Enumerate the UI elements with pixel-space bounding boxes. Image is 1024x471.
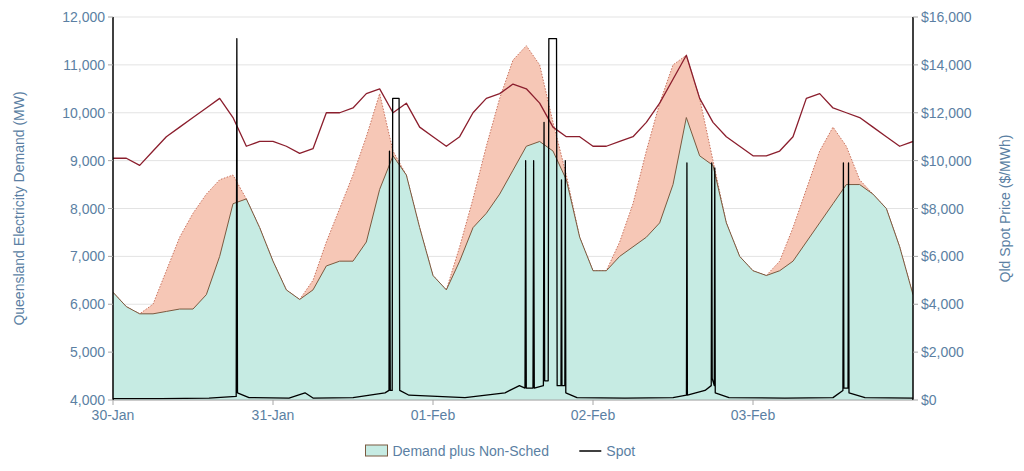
x-tick-label: 02-Feb xyxy=(571,407,616,423)
y2-tick xyxy=(913,160,918,161)
y2-tick xyxy=(913,64,918,65)
legend-label: Spot xyxy=(606,443,635,459)
y-tick xyxy=(108,400,113,401)
x-tick-label: 03-Feb xyxy=(731,407,776,423)
line xyxy=(113,39,913,399)
x-tick xyxy=(113,400,114,405)
y2-tick-label: $14,000 xyxy=(921,57,972,73)
y2-tick xyxy=(913,208,918,209)
y-tick-label: 12,000 xyxy=(62,9,105,25)
area-edge xyxy=(113,118,913,314)
y-tick-label: 7,000 xyxy=(70,248,105,264)
x-tick-label: 01-Feb xyxy=(411,407,456,423)
y-tick-label: 8,000 xyxy=(70,201,105,217)
y2-tick xyxy=(913,17,918,18)
area-fill xyxy=(113,118,913,400)
y2-tick xyxy=(913,400,918,401)
y-tick-label: 9,000 xyxy=(70,153,105,169)
plot-data xyxy=(113,39,913,400)
y2-tick-label: $10,000 xyxy=(921,153,972,169)
x-tick xyxy=(753,400,754,405)
y2-tick-label: $0 xyxy=(921,392,937,408)
chart: 4,000 5,000 6,000 7,000 8,000 9,000 10,000 11,0… xyxy=(0,0,1024,471)
y2-tick-label: $12,000 xyxy=(921,105,972,121)
x-tick-label: 30-Jan xyxy=(92,407,135,423)
x-tick-label: 31-Jan xyxy=(252,407,295,423)
y-tick xyxy=(108,160,113,161)
y2-tick-label: $8,000 xyxy=(921,201,964,217)
y-tick xyxy=(108,64,113,65)
grid-line xyxy=(113,17,913,18)
y2-tick xyxy=(913,256,918,257)
y2-axis-title: Qld Spot Price ($/MWh) xyxy=(997,135,1013,283)
y-tick xyxy=(108,256,113,257)
area-fill xyxy=(113,46,913,400)
line xyxy=(113,55,913,165)
x-tick xyxy=(433,400,434,405)
y-tick-label: 4,000 xyxy=(70,392,105,408)
y-axis-title: Queensland Electricity Demand (MW) xyxy=(11,91,27,325)
y-tick xyxy=(108,304,113,305)
x-tick xyxy=(273,400,274,405)
x-tick xyxy=(593,400,594,405)
legend-label: Demand plus Non-Sched xyxy=(393,443,549,459)
y-tick xyxy=(108,112,113,113)
y-tick xyxy=(108,208,113,209)
y2-tick-label: $2,000 xyxy=(921,344,964,360)
legend-swatch xyxy=(579,450,601,452)
y-tick-label: 11,000 xyxy=(63,57,105,73)
y2-tick xyxy=(913,112,918,113)
y-tick-label: 5,000 xyxy=(70,344,105,360)
y-tick xyxy=(108,352,113,353)
axes: 4,000 5,000 6,000 7,000 8,000 9,000 10,000 11,0… xyxy=(62,9,972,423)
y2-tick-label: $4,000 xyxy=(921,296,964,312)
legend: Demand plus Non-Sched Spot xyxy=(366,443,636,459)
grid-line xyxy=(113,400,913,401)
y-tick xyxy=(108,17,113,18)
legend-swatch xyxy=(366,445,388,456)
y2-tick xyxy=(913,304,918,305)
y-tick-label: 6,000 xyxy=(70,296,105,312)
y2-tick xyxy=(913,352,918,353)
y2-tick-label: $16,000 xyxy=(921,9,972,25)
y2-tick-label: $6,000 xyxy=(921,248,964,264)
y-tick-label: 10,000 xyxy=(62,105,105,121)
x-axis-line xyxy=(113,400,913,401)
grid xyxy=(113,17,913,400)
